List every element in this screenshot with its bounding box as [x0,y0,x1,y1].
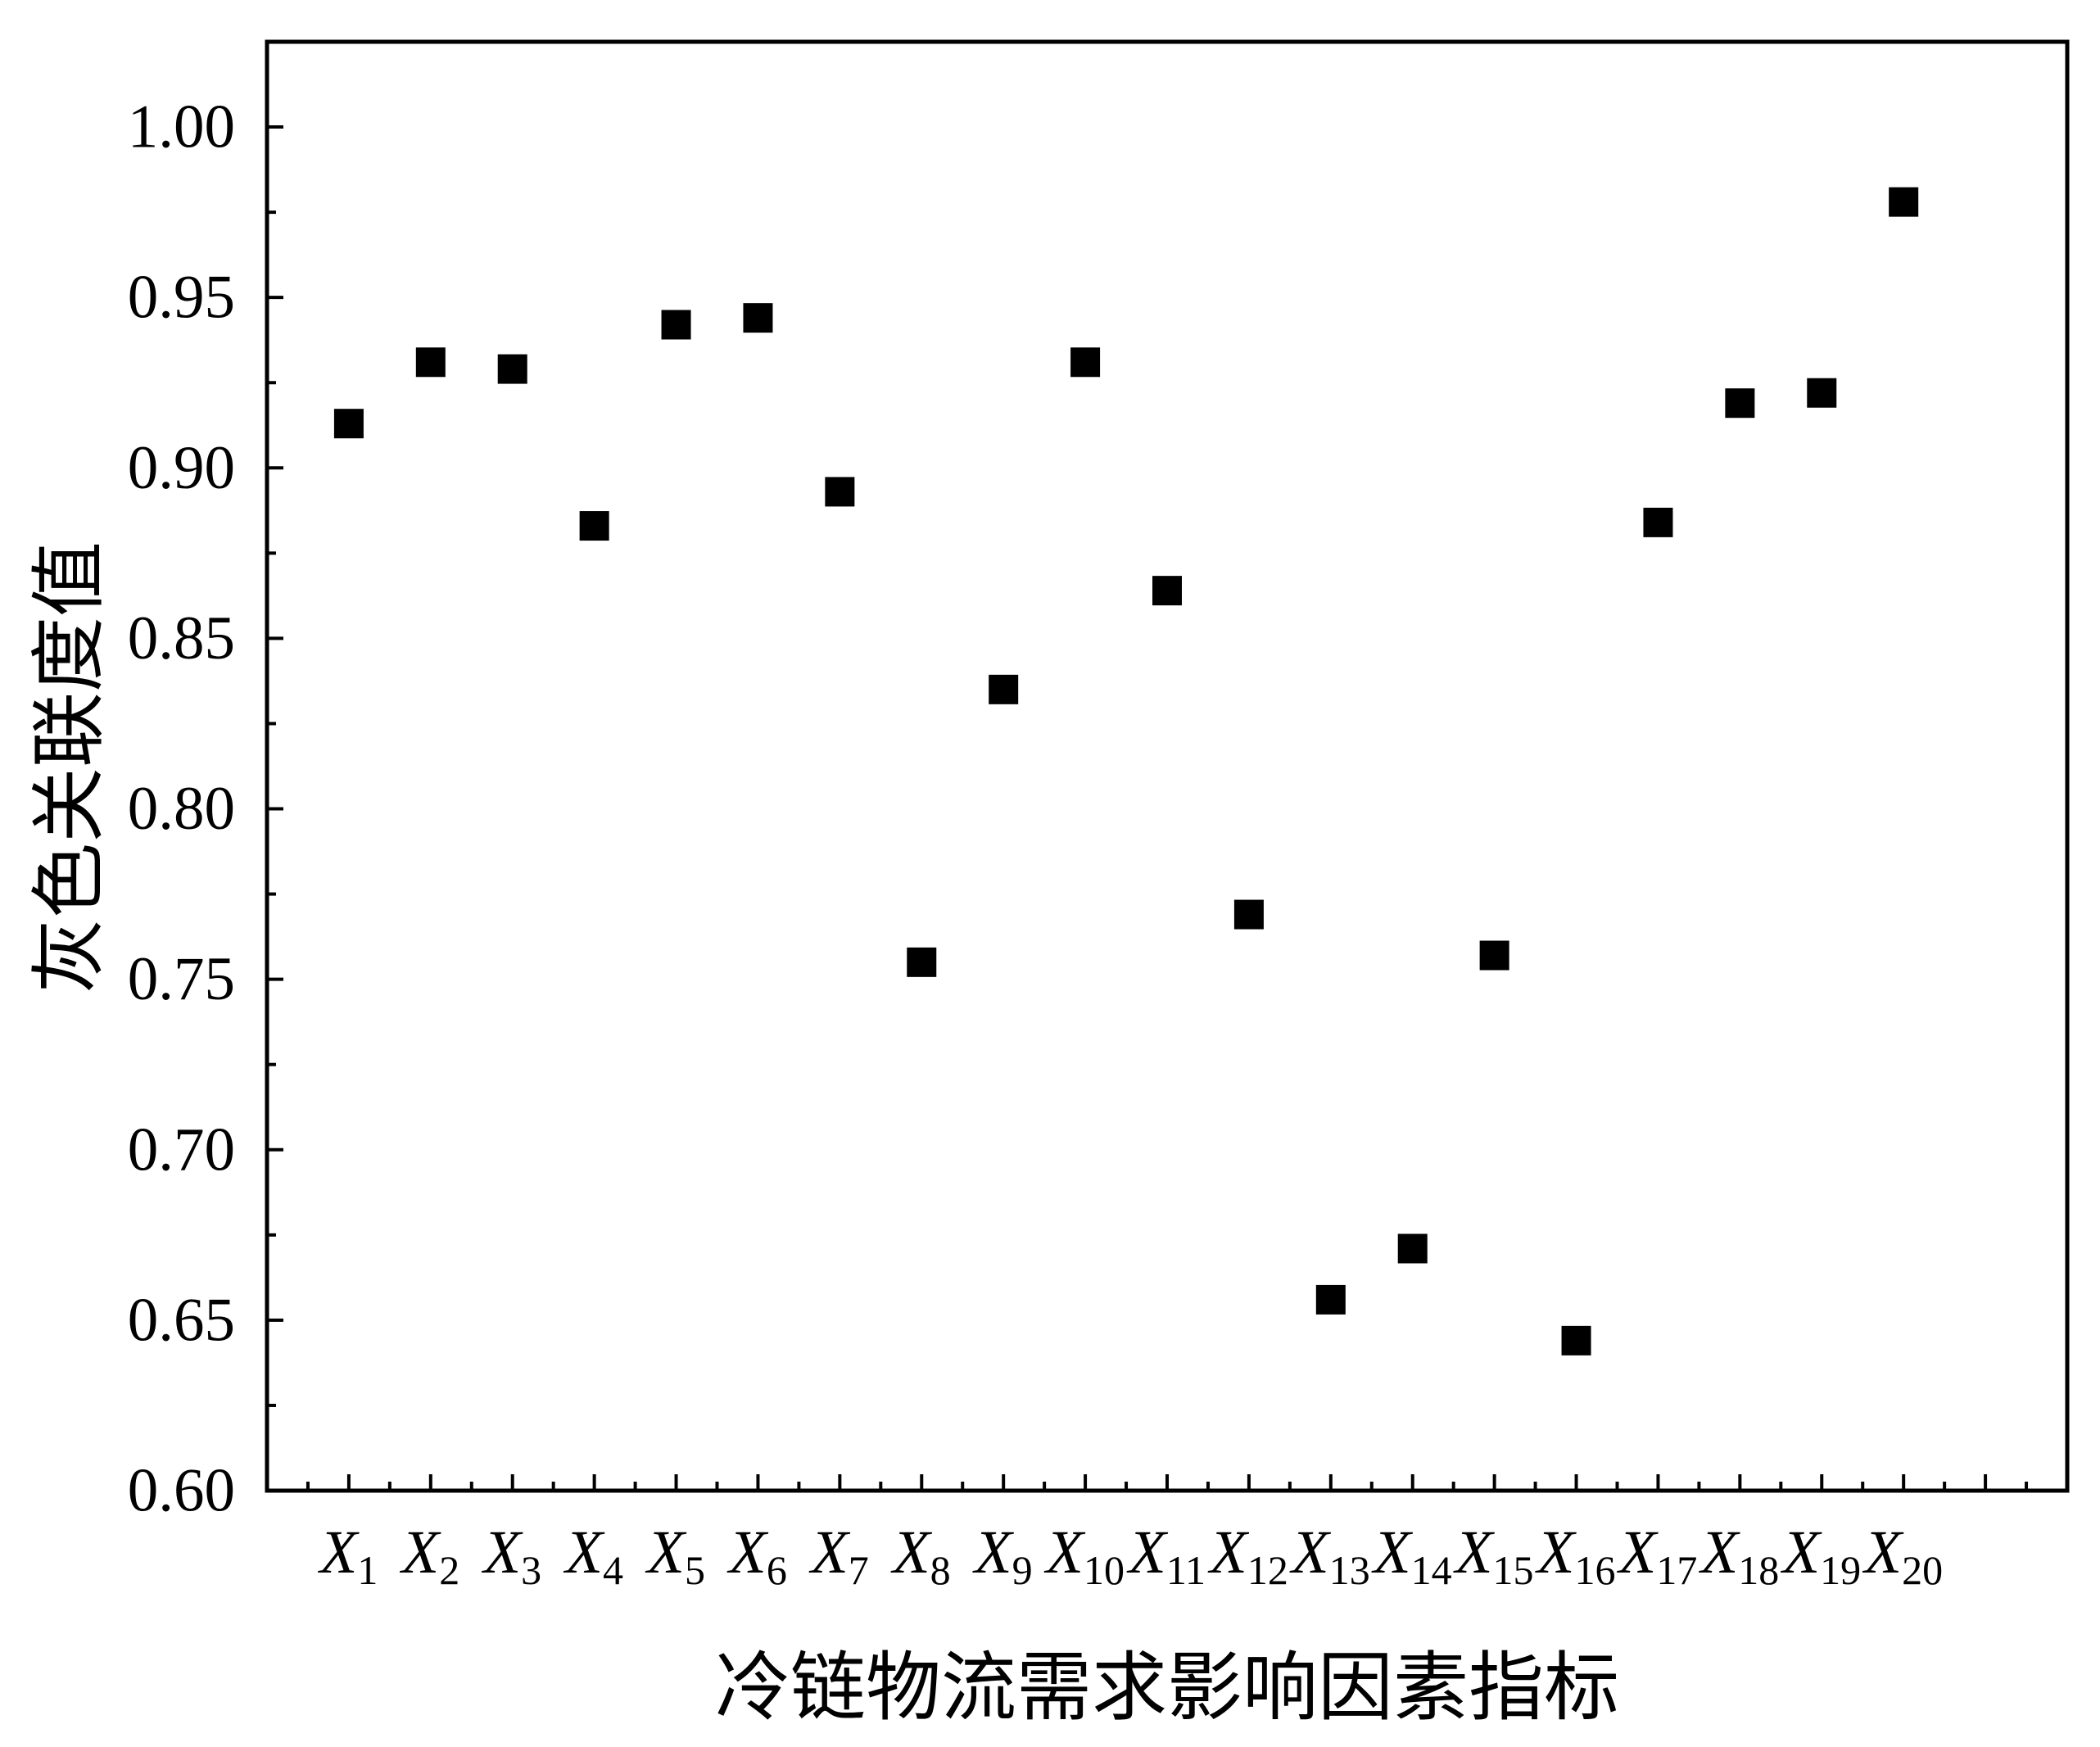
data-point [1479,940,1509,971]
data-points [333,187,1919,1356]
x-tick-label: X13 [1289,1518,1370,1593]
plot-frame [265,39,2070,1493]
data-point [1152,576,1182,606]
x-tick-label: X17 [1617,1518,1698,1593]
x-tick-label: X19 [1780,1518,1861,1593]
y-tick-label: 0.95 [128,264,235,332]
data-point [333,409,364,439]
data-point [497,354,527,384]
data-point [1561,1325,1591,1356]
x-tick-label: X6 [726,1518,787,1593]
y-tick-label: 0.75 [128,945,235,1013]
y-tick-label: 0.90 [128,434,235,502]
y-axis-ticks: 0.60 0.65 0.70 0.75 0.80 0.85 0.90 0.95 1.00 [128,93,283,1525]
data-point [661,310,691,340]
data-point [989,674,1019,704]
x-tick-label: X9 [972,1518,1033,1593]
data-point [415,347,446,378]
data-point [825,477,855,507]
data-point [907,947,937,977]
y-tick-label: 0.80 [128,775,235,843]
data-point [1233,899,1264,930]
x-tick-label: X16 [1535,1518,1616,1593]
x-tick-label: X1 [317,1518,378,1593]
x-tick-label: X12 [1207,1518,1288,1593]
x-tick-label: X20 [1862,1518,1943,1593]
x-tick-label: X18 [1698,1518,1779,1593]
data-point [1315,1284,1346,1315]
x-tick-label: X2 [399,1518,459,1593]
data-point [579,511,609,541]
data-point [1889,187,1919,217]
x-tick-label: X14 [1371,1518,1452,1593]
x-axis-title: 冷链物流需求影响因素指标 [715,1646,1619,1730]
x-tick-label: X7 [808,1518,869,1593]
y-tick-label: 0.65 [128,1286,235,1354]
x-tick-label: X11 [1126,1518,1206,1593]
y-tick-label: 0.70 [128,1116,235,1184]
data-point [743,303,773,333]
data-point [1397,1233,1428,1264]
data-point [1725,388,1755,419]
x-tick-label: X5 [645,1518,705,1593]
x-axis-ticks: X1 X2 X3 X4 X5 X6 X7 X8 X9 X10 X11 X12 X13 X14 X15 X16 X… [305,1474,2029,1593]
x-tick-label: X3 [481,1518,541,1593]
x-tick-label: X15 [1453,1518,1534,1593]
x-tick-label: X8 [890,1518,951,1593]
x-tick-label: X4 [563,1518,623,1593]
data-point [1807,378,1837,408]
y-tick-label: 1.00 [128,93,235,161]
x-tick-label: X10 [1043,1518,1125,1593]
y-tick-label: 0.85 [128,604,235,672]
data-point [1070,347,1101,378]
y-axis-title: 灰色关联度值 [28,541,111,993]
data-point [1643,507,1673,537]
y-tick-label: 0.60 [128,1457,235,1525]
